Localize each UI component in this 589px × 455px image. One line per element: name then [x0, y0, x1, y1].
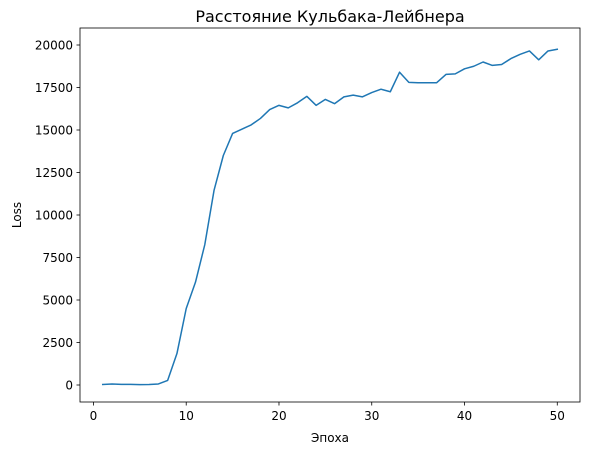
x-tick-label: 40	[457, 409, 472, 423]
y-tick-label: 17500	[35, 81, 73, 95]
y-axis-label: Loss	[10, 202, 24, 228]
series-line	[101, 48, 559, 386]
y-tick-label: 15000	[35, 124, 73, 138]
y-tick-label: 7500	[42, 251, 73, 265]
x-tick-label: 10	[179, 409, 194, 423]
y-tick-label: 10000	[35, 209, 73, 223]
x-axis-ticks: 0 10 20 30 40 50	[90, 402, 565, 423]
plot-frame	[79, 27, 581, 403]
x-tick-label: 0	[90, 409, 98, 423]
chart-title: Расстояние Кульбака-Лейбнера	[195, 7, 464, 26]
y-tick-label: 5000	[42, 294, 73, 308]
y-tick-label: 20000	[35, 39, 73, 53]
x-tick-label: 30	[364, 409, 379, 423]
x-tick-label: 20	[271, 409, 286, 423]
y-tick-label: 0	[65, 379, 73, 393]
series-layer	[101, 48, 559, 386]
y-axis-ticks: 0 2500 5000 7500 10000 12500 15000 17500 20000	[35, 39, 80, 393]
y-tick-label: 12500	[35, 166, 73, 180]
x-tick-label: 50	[550, 409, 565, 423]
y-tick-label: 2500	[42, 336, 73, 350]
x-axis-label: Эпоха	[311, 431, 349, 445]
